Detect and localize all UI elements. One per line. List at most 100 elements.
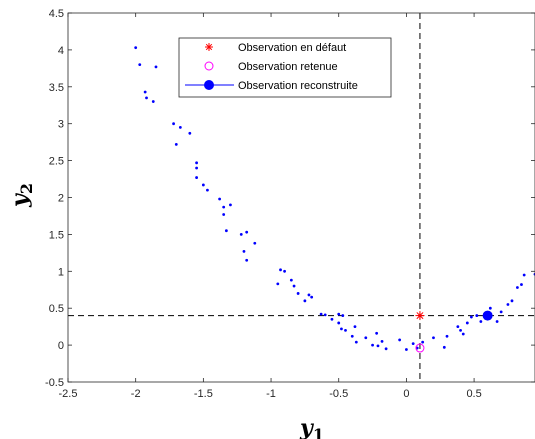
- x-tick-label: -2.5: [59, 388, 78, 400]
- y-tick-label: 3: [58, 119, 64, 131]
- faulty-observation-marker: [415, 311, 425, 321]
- y-tick-label: 1: [58, 266, 64, 278]
- x-axis-ticks: -2.5 -2 -1.5 -1 -0.5 0 0.5: [59, 13, 482, 400]
- legend-box: [178, 37, 392, 98]
- x-tick-label: -1: [266, 388, 276, 400]
- data-point: [520, 283, 523, 286]
- data-point: [201, 183, 205, 187]
- data-point: [506, 303, 510, 306]
- x-axis-label: y1: [299, 415, 324, 439]
- data-point: [138, 63, 142, 67]
- data-point: [522, 273, 526, 277]
- data-point: [218, 197, 222, 201]
- y-tick-label: 0.5: [49, 303, 64, 315]
- data-point: [353, 325, 357, 329]
- data-point: [239, 233, 243, 236]
- y-axis-label: y2: [7, 183, 36, 208]
- data-point: [310, 295, 314, 299]
- data-point: [206, 188, 209, 192]
- data-point: [222, 205, 226, 209]
- x-tick-label: 0.5: [466, 388, 481, 400]
- data-point: [222, 213, 226, 216]
- data-point: [488, 306, 492, 310]
- data-point: [178, 125, 182, 129]
- legend-filled-circle-marker: [204, 80, 214, 90]
- data-point: [459, 328, 462, 332]
- data-point: [143, 90, 147, 94]
- y-tick-label: 0: [58, 340, 64, 352]
- data-point: [415, 346, 419, 350]
- y-tick-label: 4: [58, 45, 64, 57]
- y-tick-label: 1.5: [49, 229, 64, 241]
- y-tick-label: 2.5: [49, 156, 64, 168]
- y-tick-label: 2: [58, 193, 64, 205]
- data-point: [340, 327, 343, 331]
- data-point: [475, 314, 479, 317]
- x-tick-label: 0: [403, 388, 409, 400]
- legend-label: Observation reconstruite: [238, 80, 358, 92]
- data-point: [151, 100, 155, 103]
- data-point: [445, 334, 449, 338]
- data-point: [432, 336, 435, 340]
- data-point: [195, 161, 198, 165]
- data-point: [195, 166, 198, 170]
- data-point: [154, 65, 158, 69]
- data-point: [384, 347, 388, 351]
- data-point: [330, 317, 334, 321]
- data-point: [296, 292, 300, 295]
- data-point: [279, 268, 282, 272]
- data-point: [344, 328, 347, 332]
- data-point: [134, 46, 138, 50]
- reference-lines: [68, 13, 535, 382]
- data-point: [289, 278, 293, 282]
- data-point: [499, 310, 503, 314]
- data-point: [354, 340, 358, 344]
- data-point: [405, 348, 408, 351]
- retained-observation-marker: [415, 343, 425, 353]
- data-point: [510, 299, 514, 303]
- y-axis-ticks: -0.5 0 0.5 1 1.5 2 2.5 3 3.5 4 4.5: [45, 8, 535, 389]
- data-point: [375, 331, 379, 335]
- reconstructed-observation-marker: [482, 310, 493, 321]
- data-point: [188, 131, 192, 135]
- legend-label: Observation retenue: [238, 61, 338, 73]
- x-tick-label: -2: [131, 388, 141, 400]
- data-point: [224, 229, 228, 233]
- data-point: [411, 342, 415, 346]
- legend-label: Observation en défaut: [238, 42, 346, 54]
- x-tick-label: -1.5: [194, 388, 213, 400]
- legend-asterisk-marker: [205, 43, 213, 51]
- data-point: [469, 315, 473, 319]
- data-point: [253, 241, 257, 245]
- legend-open-circle-marker: [204, 61, 214, 71]
- x-tick-label: -0.5: [329, 388, 348, 400]
- data-point: [319, 312, 323, 316]
- data-point: [398, 338, 402, 342]
- data-point: [145, 96, 148, 100]
- data-point: [376, 344, 380, 348]
- data-point: [172, 122, 175, 126]
- data-point: [421, 340, 425, 344]
- data-point: [276, 282, 280, 286]
- y-tick-label: 3.5: [49, 82, 64, 94]
- data-point: [242, 249, 246, 253]
- data-point: [229, 203, 232, 207]
- legend: Observation en défaut Observation retenue…: [178, 37, 392, 98]
- data-point: [456, 325, 460, 329]
- data-point: [307, 293, 311, 297]
- data-point: [195, 176, 198, 179]
- data-point: [174, 142, 178, 146]
- data-point: [337, 312, 341, 316]
- data-point: [283, 269, 286, 273]
- data-point: [442, 345, 446, 349]
- special-observations: [415, 310, 493, 353]
- data-point: [380, 340, 384, 343]
- data-point: [303, 299, 307, 303]
- data-point: [461, 332, 465, 336]
- data-point: [337, 321, 341, 325]
- data-point: [495, 320, 499, 323]
- y-tick-label: 4.5: [49, 8, 64, 20]
- data-point: [465, 321, 469, 325]
- data-point: [350, 334, 354, 338]
- data-point: [245, 230, 249, 234]
